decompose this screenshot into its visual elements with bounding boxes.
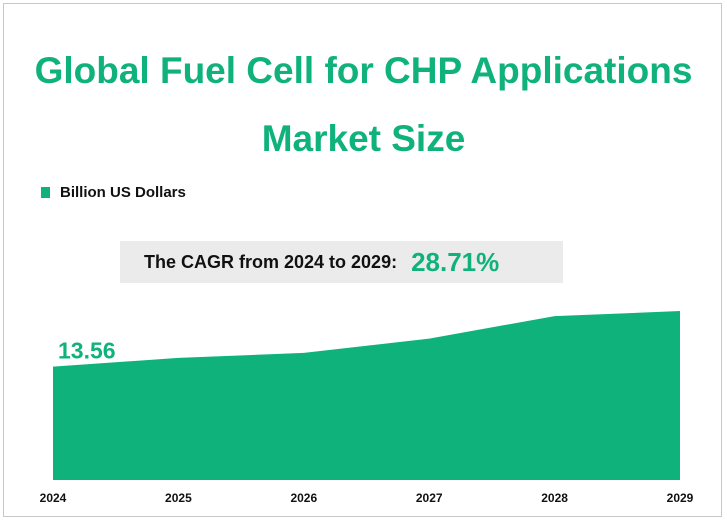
x-tick-label: 2026: [290, 491, 317, 505]
cagr-label: The CAGR from 2024 to 2029:: [144, 251, 398, 272]
legend-swatch: [41, 186, 50, 198]
area-series: [53, 311, 680, 480]
x-tick-label: 2027: [416, 491, 443, 505]
legend: Billion US Dollars: [41, 182, 186, 202]
x-tick-label: 2029: [667, 491, 694, 505]
chart-title-line2: Market Size: [261, 118, 466, 159]
x-tick-label: 2024: [40, 491, 67, 505]
legend-label: Billion US Dollars: [60, 183, 186, 201]
x-tick-label: 2025: [165, 491, 192, 505]
cagr-value: 28.71%: [411, 246, 500, 277]
data-label: 13.56: [58, 338, 116, 364]
cagr-box: The CAGR from 2024 to 2029: 28.71%: [120, 241, 563, 283]
chart-frame: [3, 3, 722, 517]
x-tick-label: 2028: [541, 491, 568, 505]
chart-title-line1: Global Fuel Cell for CHP Applications: [34, 50, 693, 91]
